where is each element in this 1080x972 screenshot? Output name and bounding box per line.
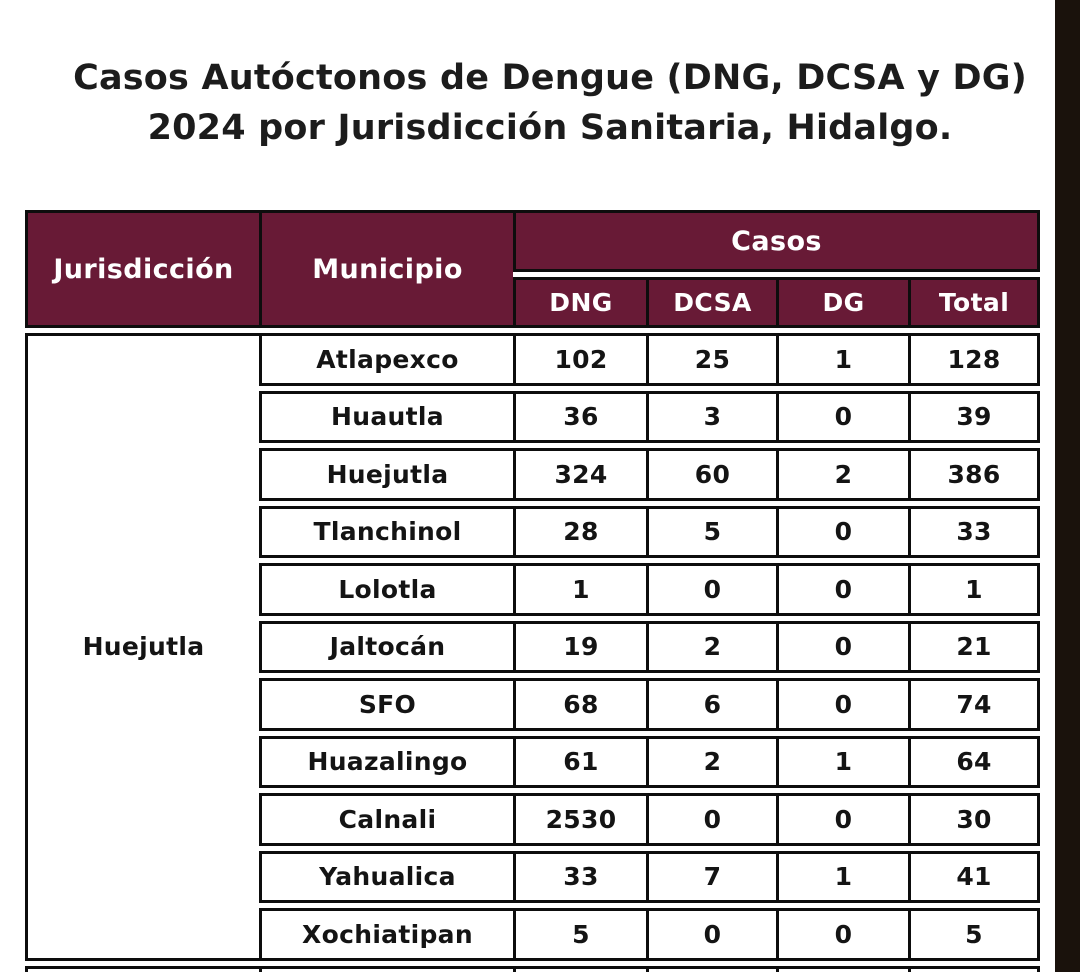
dg-cell: 1 [776,735,908,788]
dng-cell: 33 [513,850,646,903]
dcsa-cell: 2 [646,620,776,673]
total-cell: 39 [908,390,1041,443]
dng-cell [513,965,646,972]
municipio-cell: Huejutla [259,448,513,501]
table-row-huautla: Huautla 36 3 0 39 [25,390,1041,443]
dcsa-cell: 25 [646,333,776,386]
municipio-cell: Atlapexco [259,333,513,386]
table-row-lolotla: Lolotla 1 0 0 1 [25,563,1041,616]
total-cell: 1 [908,563,1041,616]
dng-cell: 324 [513,448,646,501]
dg-cell: 0 [776,620,908,673]
dg-cell: 2 [776,448,908,501]
municipio-cell [259,965,513,972]
table-row-tlanchinol: Tlanchinol 28 5 0 33 [25,505,1041,558]
table-row-jaltocan: Jaltocán 19 2 0 21 [25,620,1041,673]
total-cell: 386 [908,448,1041,501]
dng-cell: 2530 [513,793,646,846]
total-cell: 30 [908,793,1041,846]
table-row-calnali: Calnali 2530 0 0 30 [25,793,1041,846]
dng-cell: 61 [513,735,646,788]
dg-cell: 1 [776,333,908,386]
col-header-dng: DNG [513,277,646,328]
total-cell: 21 [908,620,1041,673]
municipio-cell: Lolotla [259,563,513,616]
dcsa-cell: 60 [646,448,776,501]
col-header-total: Total [908,277,1041,328]
dcsa-cell: 7 [646,850,776,903]
dng-cell: 68 [513,678,646,731]
dg-cell: 0 [776,793,908,846]
dcsa-cell: 6 [646,678,776,731]
dcsa-cell: 0 [646,563,776,616]
total-cell [908,965,1041,972]
header-row-groups: Jurisdicción Municipio Casos [25,210,1041,328]
dng-cell: 102 [513,333,646,386]
table-row-atlapexco: Huejutla Atlapexco 102 25 1 128 [25,333,1041,961]
dg-cell: 0 [776,505,908,558]
col-header-dg: DG [776,277,908,328]
municipio-cell: Yahualica [259,850,513,903]
jurisdiccion-cell [25,965,259,972]
title-line-1: Casos Autóctonos de Dengue (DNG, DCSA y … [73,58,1027,98]
dng-cell: 5 [513,908,646,961]
total-cell: 74 [908,678,1041,731]
municipio-cell: Huautla [259,390,513,443]
col-group-header-casos: Casos [513,210,1041,272]
municipio-cell: Tlanchinol [259,505,513,558]
table-row-yahualica: Yahualica 33 7 1 41 [25,850,1041,903]
total-cell: 5 [908,908,1041,961]
municipio-cell: Huazalingo [259,735,513,788]
total-cell: 64 [908,735,1041,788]
table-row-huazalingo: Huazalingo 61 2 1 64 [25,735,1041,788]
jurisdiccion-cell: Huejutla [25,333,259,961]
dg-cell: 1 [776,850,908,903]
table-row-sfo: SFO 68 6 0 74 [25,678,1041,731]
dcsa-cell: 2 [646,735,776,788]
municipio-cell: Xochiatipan [259,908,513,961]
header-row-subcolumns: DNG DCSA DG Total [25,277,1041,328]
municipio-cell: Calnali [259,793,513,846]
dcsa-cell: 0 [646,793,776,846]
dg-cell: 0 [776,563,908,616]
dg-cell [776,965,908,972]
dng-cell: 19 [513,620,646,673]
dcsa-cell: 0 [646,908,776,961]
total-cell: 41 [908,850,1041,903]
table-row-xochiatipan: Xochiatipan 5 0 0 5 [25,908,1041,961]
total-cell: 33 [908,505,1041,558]
dg-cell: 0 [776,908,908,961]
dengue-cases-table: Jurisdicción Municipio Casos DNG DCSA DG… [25,205,1041,972]
col-header-jurisdiccion: Jurisdicción [25,210,259,328]
right-edge-bar [1055,0,1080,972]
municipio-cell: Jaltocán [259,620,513,673]
dng-cell: 28 [513,505,646,558]
col-header-dcsa: DCSA [646,277,776,328]
table-row-partial-clipped [25,965,1041,972]
dcsa-cell [646,965,776,972]
page-title: Casos Autóctonos de Dengue (DNG, DCSA y … [0,0,1080,153]
dcsa-cell: 3 [646,390,776,443]
municipio-cell: SFO [259,678,513,731]
dng-cell: 1 [513,563,646,616]
table-row-huejutla: Huejutla 324 60 2 386 [25,448,1041,501]
title-line-2: 2024 por Jurisdicción Sanitaria, Hidalgo… [147,108,953,148]
dcsa-cell: 5 [646,505,776,558]
dg-cell: 0 [776,390,908,443]
dng-cell: 36 [513,390,646,443]
dg-cell: 0 [776,678,908,731]
col-header-municipio: Municipio [259,210,513,328]
total-cell: 128 [908,333,1041,386]
